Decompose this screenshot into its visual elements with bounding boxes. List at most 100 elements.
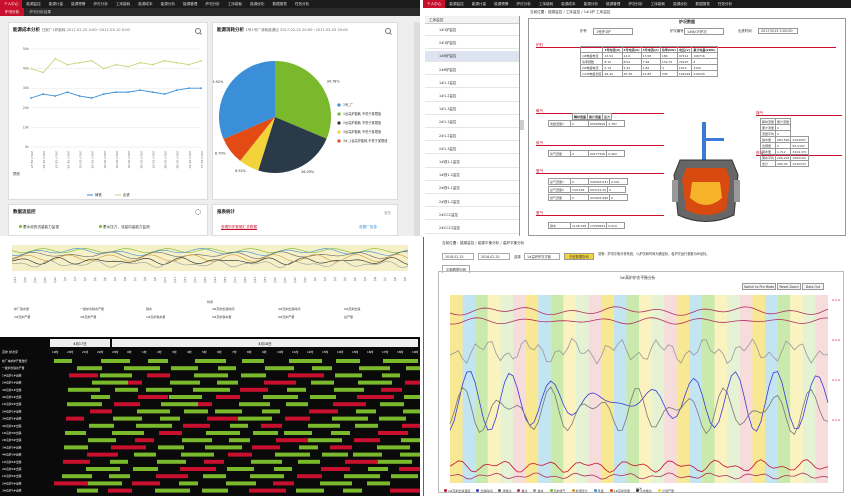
gantt-bar[interactable]	[160, 416, 180, 421]
gantt-bar[interactable]	[180, 467, 216, 471]
gantt-bar[interactable]	[193, 387, 230, 392]
nav-item[interactable]: 能源优化	[250, 1, 265, 6]
legend-item[interactable]: 炉顶压力	[571, 489, 588, 493]
legend-item[interactable]: 4#高炉出铁时间	[278, 307, 301, 311]
gear-icon[interactable]	[195, 209, 201, 215]
nav-item[interactable]: 能源管理	[606, 1, 621, 6]
monitor-item[interactable]: 蓄水压力，流量向量能力监测	[99, 225, 150, 230]
gantt-bar[interactable]	[228, 452, 252, 457]
gantt-bar[interactable]	[241, 373, 266, 378]
gantt-bar[interactable]	[146, 387, 172, 392]
gantt-bar[interactable]	[289, 359, 322, 363]
gantt-bar[interactable]	[112, 431, 144, 435]
nav-item[interactable]: 能源预警	[71, 1, 86, 6]
nav-item[interactable]: 能源成本	[561, 1, 576, 6]
nav-item[interactable]: 个人中心	[423, 0, 446, 8]
gantt-bar[interactable]	[169, 395, 202, 399]
gantt-bar[interactable]	[216, 395, 240, 399]
history-query-button[interactable]: 历史数据查询	[564, 253, 594, 260]
tree-item[interactable]: 1#1-3监控	[425, 104, 519, 115]
gantt-bar[interactable]	[157, 459, 186, 464]
gantt-bar[interactable]	[404, 395, 420, 399]
gantt-bar[interactable]	[264, 380, 296, 385]
gantt-bar[interactable]	[275, 452, 310, 457]
gantt-bar[interactable]	[377, 445, 410, 450]
search-icon[interactable]	[195, 28, 201, 34]
gantt-bar[interactable]	[355, 423, 378, 428]
gantt-bar[interactable]	[308, 423, 340, 428]
gantt-bar[interactable]	[321, 467, 350, 471]
gantt-bar[interactable]	[115, 387, 138, 392]
gantt-bar[interactable]	[376, 459, 412, 464]
gantt-bar[interactable]	[179, 481, 198, 486]
tree-item[interactable]: 2#1炉监控	[425, 38, 519, 49]
nav-item[interactable]: 炉灯分析	[93, 1, 108, 6]
gantt-bar[interactable]	[66, 416, 84, 421]
legend-item[interactable]: 高炉煤气	[549, 489, 566, 493]
gantt-bar[interactable]	[183, 423, 210, 428]
gantt-bar[interactable]	[109, 474, 130, 479]
nav-item[interactable]: 炉况分析	[628, 1, 643, 6]
gantt-bar[interactable]	[354, 438, 380, 443]
legend-item[interactable]: 5#高炉铁水量	[212, 315, 232, 319]
tree-item[interactable]: 2#CCC监控	[425, 210, 519, 221]
gantt-bar[interactable]	[238, 416, 272, 421]
legend-item[interactable]: 入炉焦比	[635, 489, 652, 493]
gantt-bar[interactable]	[383, 359, 418, 363]
gantt-bar[interactable]	[161, 402, 198, 407]
gantt-bar[interactable]	[240, 387, 268, 392]
gantt-bar[interactable]	[100, 373, 132, 378]
gantt-bar[interactable]	[132, 481, 160, 486]
gantt-bar[interactable]	[138, 395, 168, 399]
gantt-bar[interactable]	[54, 481, 88, 486]
legend-item[interactable]: 焦比	[517, 489, 527, 493]
gantt-bar[interactable]	[261, 423, 282, 428]
tree-item[interactable]: 1#1炉监控	[425, 25, 519, 36]
gantt-bar[interactable]	[147, 373, 170, 378]
gantt-bar[interactable]	[124, 366, 160, 371]
legend-item[interactable]: 铁水	[533, 489, 544, 493]
nav-item[interactable]: 能源监控	[449, 1, 464, 6]
gantt-bar[interactable]	[85, 481, 122, 486]
gantt-bar[interactable]	[217, 380, 238, 385]
legend-item[interactable]: 5#高炉出铁	[344, 307, 361, 311]
gantt-bar[interactable]	[320, 481, 352, 486]
data-out-button[interactable]: Data Out	[802, 283, 824, 290]
furnace-select[interactable]: 1#高炉炉次平衡	[524, 253, 560, 260]
gantt-bar[interactable]	[273, 481, 294, 486]
legend-item[interactable]: 风温	[593, 489, 604, 493]
date-from-input[interactable]: 2018-02-15	[442, 253, 474, 260]
pro-mode-button[interactable]: Switch to Pro Mode	[742, 283, 776, 290]
gantt-bar[interactable]	[401, 438, 420, 443]
gantt-bar[interactable]	[181, 452, 214, 457]
gantt-bar[interactable]	[307, 438, 342, 443]
gantt-bar[interactable]	[390, 488, 420, 493]
gantt-bar[interactable]	[137, 409, 170, 414]
gantt-bar[interactable]	[253, 431, 278, 435]
legend-item[interactable]: 出铁时间	[476, 489, 492, 493]
nav-item[interactable]: 任务分析	[717, 1, 733, 6]
legend-item[interactable]: 计划产量	[658, 489, 674, 493]
gantt-bar[interactable]	[288, 373, 324, 378]
tree-item[interactable]: 2#1-1监控	[425, 117, 519, 128]
gantt-bar[interactable]	[87, 452, 118, 457]
gantt-bar[interactable]	[382, 373, 400, 378]
gantt-bar[interactable]	[202, 488, 228, 493]
nav-item[interactable]: 个人中心	[0, 0, 23, 8]
gantt-bar[interactable]	[285, 416, 310, 421]
gantt-bar[interactable]	[239, 402, 270, 407]
legend-item[interactable]: 3#高炉产量	[80, 315, 97, 319]
gantt-bar[interactable]	[226, 481, 256, 486]
gantt-bar[interactable]	[309, 409, 338, 414]
gantt-bar[interactable]	[322, 452, 348, 457]
gantt-bar[interactable]	[344, 474, 380, 479]
tree-item[interactable]: 2#铁1-1监控	[425, 183, 519, 194]
gantt-bar[interactable]	[62, 474, 92, 479]
legend-item[interactable]: 1#高炉风量	[609, 489, 630, 493]
gantt-bar[interactable]	[331, 431, 350, 435]
gantt-bar[interactable]	[133, 467, 158, 471]
gantt-bar[interactable]	[158, 445, 184, 450]
tree-item[interactable]: 2#1-2监控	[425, 131, 519, 142]
nav-item[interactable]: 能源预警	[494, 1, 509, 6]
legend-item[interactable]: 2#高炉产量	[14, 315, 31, 319]
